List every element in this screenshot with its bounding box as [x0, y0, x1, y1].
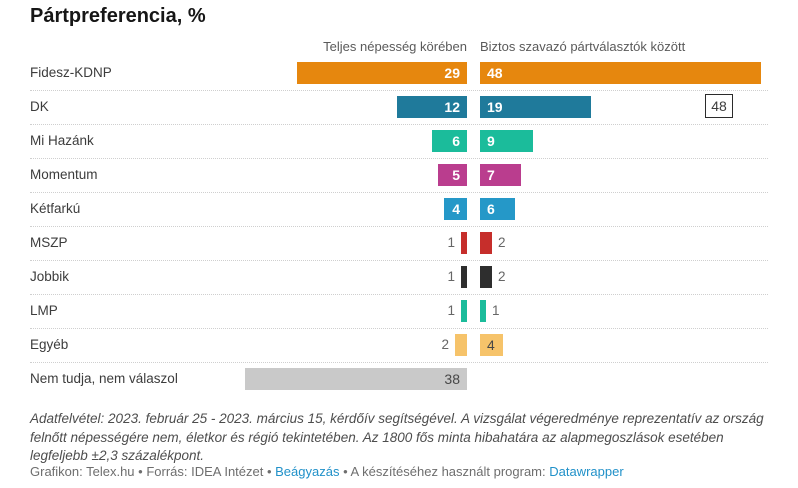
- chart-row: Kétfarkú 4 6: [0, 192, 798, 226]
- bar-value-label: 1: [447, 303, 455, 318]
- bar-value-label: 4: [487, 337, 495, 353]
- column-header-total-population: Teljes népesség körében: [323, 39, 467, 54]
- row-separator: [30, 294, 768, 295]
- row-label: DK: [30, 99, 49, 114]
- bar-certain-voters[interactable]: 19: [480, 96, 591, 118]
- row-separator: [30, 328, 768, 329]
- bar-certain-voters[interactable]: 7: [480, 164, 521, 186]
- chart-credits: Grafikon: Telex.hu • Forrás: IDEA Intéze…: [30, 464, 778, 479]
- row-separator: [30, 124, 768, 125]
- row-label: Mi Hazánk: [30, 133, 94, 148]
- bar-value-label: 5: [452, 167, 460, 183]
- credits-middle: • A készítéséhez használt program:: [339, 464, 550, 479]
- bar-value-label: 2: [498, 269, 506, 284]
- credits-prefix: Grafikon: Telex.hu • Forrás: IDEA Intéze…: [30, 464, 276, 479]
- row-label: MSZP: [30, 235, 68, 250]
- bar-total-population[interactable]: [461, 232, 467, 254]
- bar-value-label: 2: [498, 235, 506, 250]
- bar-certain-voters[interactable]: 9: [480, 130, 533, 152]
- bar-value-label: 6: [487, 201, 495, 217]
- bar-total-population[interactable]: 6: [432, 130, 467, 152]
- bar-total-population[interactable]: 38: [245, 368, 467, 390]
- bar-value-label: 19: [487, 99, 503, 115]
- chart-rows: Fidesz-KDNP 29 48 DK 12 19 Mi Hazánk 6 9 Momentum…: [0, 56, 798, 396]
- bar-total-population[interactable]: [461, 300, 467, 322]
- bar-value-label: 4: [452, 201, 460, 217]
- bar-value-label: 12: [444, 99, 460, 115]
- bar-value-label: 2: [441, 337, 449, 352]
- bar-value-label: 1: [492, 303, 500, 318]
- chart-row: Momentum 5 7: [0, 158, 798, 192]
- chart-row: DK 12 19: [0, 90, 798, 124]
- chart-row: Fidesz-KDNP 29 48: [0, 56, 798, 90]
- column-header-certain-voters: Biztos szavazó pártválasztók között: [480, 39, 686, 54]
- chart-row: Jobbik 1 2: [0, 260, 798, 294]
- bar-total-population[interactable]: 4: [444, 198, 467, 220]
- datawrapper-link[interactable]: Datawrapper: [549, 464, 624, 479]
- chart-title: Pártpreferencia, %: [30, 5, 206, 27]
- bar-certain-voters[interactable]: 48: [480, 62, 761, 84]
- bar-total-population[interactable]: [461, 266, 467, 288]
- chart-row: Egyéb 2 4: [0, 328, 798, 362]
- chart-row: MSZP 1 2: [0, 226, 798, 260]
- bar-value-label: 1: [447, 269, 455, 284]
- bar-certain-voters[interactable]: 4: [480, 334, 503, 356]
- row-separator: [30, 260, 768, 261]
- annotation-value-box: 48: [705, 94, 733, 118]
- row-separator: [30, 362, 768, 363]
- row-separator: [30, 226, 768, 227]
- chart-row: LMP 1 1: [0, 294, 798, 328]
- chart-row: Mi Hazánk 6 9: [0, 124, 798, 158]
- bar-total-population[interactable]: 5: [438, 164, 467, 186]
- row-label: LMP: [30, 303, 58, 318]
- bar-certain-voters[interactable]: 6: [480, 198, 515, 220]
- row-separator: [30, 90, 768, 91]
- bar-certain-voters[interactable]: [480, 300, 486, 322]
- chart-notes: Adatfelvétel: 2023. február 25 - 2023. m…: [30, 411, 764, 464]
- bar-total-population[interactable]: 12: [397, 96, 467, 118]
- row-label: Egyéb: [30, 337, 69, 352]
- row-separator: [30, 192, 768, 193]
- bar-certain-voters[interactable]: [480, 266, 492, 288]
- bar-value-label: 38: [444, 371, 460, 387]
- row-label: Kétfarkú: [30, 201, 81, 216]
- row-label: Fidesz-KDNP: [30, 65, 112, 80]
- bar-value-label: 7: [487, 167, 495, 183]
- bar-total-population[interactable]: [455, 334, 467, 356]
- row-label: Momentum: [30, 167, 98, 182]
- bar-total-population[interactable]: 29: [297, 62, 467, 84]
- row-separator: [30, 158, 768, 159]
- bar-value-label: 48: [487, 65, 503, 81]
- bar-value-label: 29: [444, 65, 460, 81]
- bar-value-label: 9: [487, 133, 495, 149]
- row-label: Nem tudja, nem válaszol: [30, 371, 178, 386]
- chart-row: Nem tudja, nem válaszol 38: [0, 362, 798, 396]
- embed-link[interactable]: Beágyazás: [275, 464, 340, 479]
- row-label: Jobbik: [30, 269, 70, 284]
- bar-value-label: 1: [447, 235, 455, 250]
- bar-value-label: 6: [452, 133, 460, 149]
- bar-certain-voters[interactable]: [480, 232, 492, 254]
